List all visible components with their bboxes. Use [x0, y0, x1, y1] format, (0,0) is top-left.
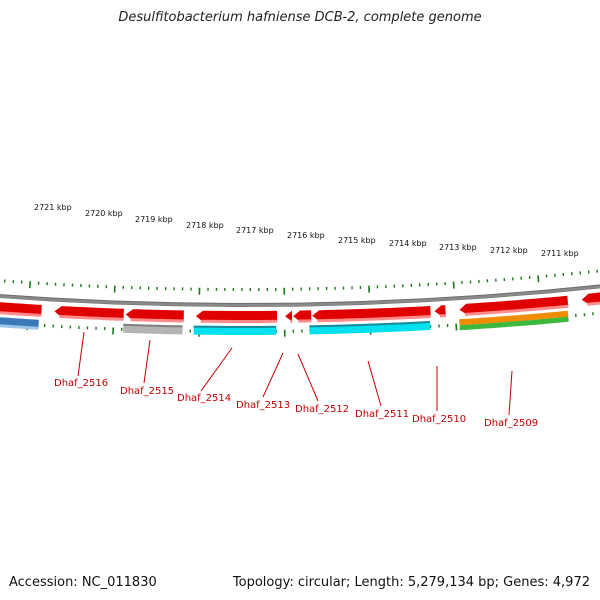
callout-line-dhaf_2511: [367, 360, 382, 407]
gene-label-dhaf_2510: Dhaf_2510: [412, 414, 466, 425]
kbp-tick-label: 2719 kbp: [135, 215, 173, 224]
green-feature: [459, 316, 569, 331]
gene-arrow-2508-highlight: [587, 301, 600, 306]
callout-line-dhaf_2515: [143, 339, 151, 384]
genome-backbone: [0, 284, 600, 307]
kbp-tick-label: 2712 kbp: [490, 246, 528, 255]
gene-arrow-2516-highlight: [59, 315, 124, 321]
gene-arrow-2514-highlight: [200, 319, 278, 323]
callout-line-dhaf_2514: [200, 347, 233, 392]
kbp-tick-label: 2718 kbp: [186, 221, 224, 230]
gene-arrow-2512: [293, 310, 312, 322]
upper-major-tick: [29, 281, 32, 289]
grey-feature-edge: [123, 323, 183, 328]
gene-label-dhaf_2512: Dhaf_2512: [295, 404, 349, 415]
gene-label-dhaf_2514: Dhaf_2514: [177, 393, 231, 404]
kbp-tick-label: 2714 kbp: [389, 239, 427, 248]
kbp-tick-label: 2715 kbp: [338, 236, 376, 245]
backbone-shadow: [0, 284, 600, 307]
callout-line-dhaf_2512: [297, 353, 319, 402]
gene-arrow-2509: [459, 295, 569, 315]
gene-label-dhaf_2511: Dhaf_2511: [355, 409, 409, 420]
kbp-tick-label: 2717 kbp: [236, 226, 274, 235]
gene-arrow-2513-highlight: [290, 319, 293, 323]
kbp-tick-label: 2713 kbp: [439, 243, 477, 252]
gene-arrow-2517-highlight: [0, 311, 42, 317]
gene-arrow-2508: [581, 292, 600, 305]
orange-feature: [459, 310, 569, 326]
gene-arrow-2509-highlight: [464, 304, 569, 316]
gene-arrow-2512-highlight: [298, 319, 312, 323]
gene-arrow-2510-highlight: [439, 314, 446, 318]
gene-arrow-2514: [195, 310, 278, 322]
accession-text: Accession: NC_011830: [9, 575, 157, 590]
gene-label-dhaf_2509: Dhaf_2509: [484, 418, 538, 429]
callout-line-dhaf_2516: [77, 331, 85, 377]
cyan-feature-2514-edge: [193, 325, 277, 328]
cyan-feature-2511-edge: [309, 321, 431, 328]
gene-arrow-2511-highlight: [317, 315, 431, 323]
genome-summary-text: Topology: circular; Length: 5,279,134 bp…: [232, 575, 590, 590]
gene-label-dhaf_2513: Dhaf_2513: [236, 400, 290, 411]
blue-feature-highlight: [0, 324, 39, 330]
kbp-tick-label: 2711 kbp: [541, 249, 579, 258]
kbp-tick-label: 2716 kbp: [287, 231, 325, 240]
upper-major-tick: [537, 275, 540, 283]
callout-line-dhaf_2513: [262, 352, 284, 398]
callout-line-dhaf_2509: [508, 370, 513, 416]
gene-arrow-2510: [434, 305, 446, 317]
gene-arrow-2515-highlight: [130, 318, 184, 323]
backbone-line: [0, 285, 600, 307]
feature-track: [0, 292, 600, 335]
gene-label-dhaf_2516: Dhaf_2516: [54, 378, 108, 389]
upper-tick-track: [4, 269, 598, 295]
gene-arrow-2513: [285, 310, 293, 322]
kbp-tick-label: 2720 kbp: [85, 209, 123, 218]
kbp-tick-label: 2721 kbp: [34, 203, 72, 212]
map-title: Desulfitobacterium hafniense DCB-2, comp…: [118, 10, 482, 25]
gene-label-dhaf_2515: Dhaf_2515: [120, 386, 174, 397]
kbp-scale: 2721 kbp 2720 kbp 2719 kbp 2718 kbp 2717 kbp…: [34, 203, 579, 258]
